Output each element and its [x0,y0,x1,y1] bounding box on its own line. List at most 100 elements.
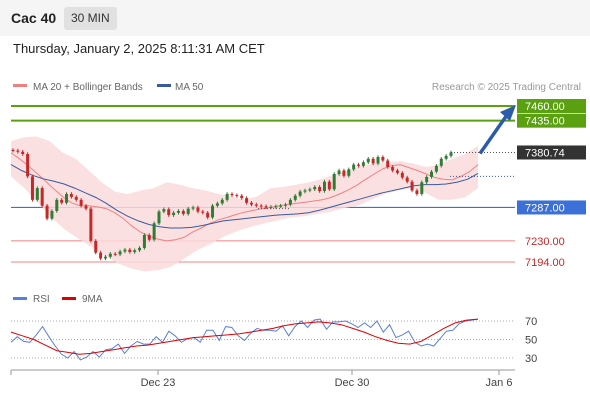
candle-body [444,155,448,159]
candle [191,205,195,211]
candle [69,192,73,199]
candle [381,155,385,163]
candle-body [279,205,283,207]
rsi-ma-legend-swatch [62,297,76,300]
candle [142,233,146,250]
candle [391,165,395,173]
candle [94,239,98,255]
candle [152,221,156,242]
time-tick-label: Dec 23 [141,377,176,389]
candle [308,187,312,193]
candle-body [225,193,229,200]
ma50-legend-label: MA 50 [175,82,204,93]
candle-body [128,249,132,253]
candle-body [99,252,103,259]
candle [30,174,34,202]
candle [430,169,434,179]
candle-body [259,205,263,207]
candle [322,179,326,193]
candle [55,198,59,213]
candle-body [371,158,375,164]
candle-body [430,171,434,177]
candle-body [313,186,317,190]
candle-body [293,195,297,200]
candle [162,207,166,214]
price-label-box [517,99,586,113]
candle [21,149,25,156]
candle-body [303,190,307,192]
candle [128,247,132,254]
candle-body [415,190,419,194]
candle [264,204,268,210]
candle-body [113,253,117,255]
candle [410,179,414,193]
candle-body [30,176,34,200]
candle-body [366,158,370,163]
price-label-box [517,200,586,215]
candle [99,250,103,261]
candle [138,246,142,253]
candle-body [332,174,336,190]
candle [176,209,180,215]
candle [74,195,78,202]
candle-body [337,170,341,175]
candle-body [152,223,156,240]
candle-body [133,250,137,253]
candle-body [376,157,380,164]
candle [386,158,390,169]
candle-body [420,182,424,194]
candle [376,155,380,166]
candle-body [400,172,404,178]
price-label-pivot: 7287.00 [517,200,586,215]
candle-body [264,206,268,208]
rsi-ma-legend-label: 9MA [82,294,103,305]
ma20-legend-label: MA 20 + Bollinger Bands [33,82,143,93]
candle [274,204,278,209]
candle [284,202,288,208]
interval-button[interactable]: 30 MIN [64,7,117,30]
candle-body [69,193,73,197]
candle [371,157,375,166]
candle-body [439,158,443,166]
forecast-arrow-shaft [478,113,509,155]
candle [288,198,292,207]
candle-body [288,199,292,205]
candle-body [172,212,176,216]
candle-body [176,210,180,213]
candle [60,198,64,205]
candle-body [405,177,409,182]
candle-body [40,188,44,206]
price-label-support: 7194.00 [525,257,565,269]
rsi-tick-label: 30 [525,353,537,365]
candle [347,167,351,178]
candle [65,192,69,205]
candle [293,193,297,202]
candle [113,252,117,257]
candle-body [220,199,224,204]
price-label-resistance: 7435.00 [517,113,586,128]
candle-body [186,208,190,214]
candle [201,209,205,215]
candle [50,209,54,221]
candle [366,157,370,165]
candle-body [181,210,185,214]
candle-body [45,205,49,219]
candle [186,206,190,216]
candle-body [103,256,107,259]
candle [133,248,137,254]
candle [313,185,317,192]
price-label-text: 7380.74 [525,147,565,159]
candle [332,172,336,192]
candle-body [74,196,78,200]
candle-body [16,150,20,152]
candle-body [245,198,249,203]
candle-body [147,235,151,240]
candle [79,198,83,208]
candle [361,160,365,168]
symbol-title: Cac 40 [11,10,57,26]
candle [147,233,151,242]
rsi-tick-label: 70 [525,316,537,328]
candle-body [240,195,244,199]
candle [45,203,49,221]
